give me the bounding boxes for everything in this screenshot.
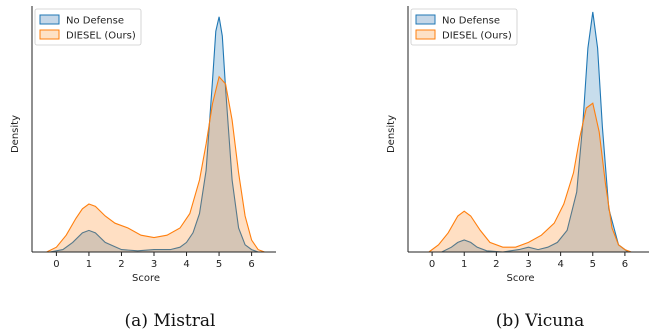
legend-label-no-defense: No Defense	[66, 16, 124, 27]
x-tick-label: 1	[86, 259, 92, 270]
x-axis-label: Score	[132, 273, 160, 284]
x-tick-label: 6	[248, 259, 254, 270]
x-tick-label: 5	[590, 259, 596, 270]
x-tick-label: 3	[525, 259, 531, 270]
panel-vicuna: 0 1 2 3 4 5 6 Score Density No Defense DIESEL (Our…	[386, 6, 649, 331]
series-area-no-defense	[441, 12, 629, 252]
y-axis-label: Density	[10, 115, 21, 153]
x-tick-label: 0	[53, 259, 59, 270]
x-tick-label: 6	[622, 259, 628, 270]
panel-caption: (a) Mistral	[125, 311, 216, 331]
legend-box	[34, 8, 142, 46]
legend-swatch-diesel	[39, 29, 60, 40]
x-tick-label: 0	[429, 259, 435, 270]
panel-caption: (b) Vicuna	[496, 311, 585, 331]
series-line-diesel	[46, 75, 265, 253]
series-area-diesel	[428, 103, 632, 252]
x-tick-label: 3	[151, 259, 157, 270]
x-tick-label: 2	[493, 259, 499, 270]
series-line-no-defense	[49, 16, 259, 253]
legend-swatch-no-defense	[415, 14, 436, 25]
x-tick-label: 2	[118, 259, 124, 270]
x-tick-label: 4	[557, 259, 563, 270]
x-axis-label: Score	[506, 273, 534, 284]
series-area-diesel	[46, 76, 265, 252]
series-area-no-defense	[49, 16, 259, 252]
panel-mistral: 0 1 2 3 4 5 6 Score Density No Defense DIESEL (Our…	[10, 6, 276, 331]
legend-swatch-no-defense	[39, 14, 60, 25]
series-line-diesel	[428, 102, 632, 253]
series-line-no-defense	[441, 11, 629, 253]
x-tick-label: 1	[461, 259, 467, 270]
y-axis-label: Density	[386, 115, 397, 153]
x-tick-label: 4	[183, 259, 189, 270]
legend-label-diesel: DIESEL (Ours)	[442, 31, 512, 42]
x-tick-label: 5	[216, 259, 222, 270]
legend-label-no-defense: No Defense	[442, 16, 500, 27]
legend-label-diesel: DIESEL (Ours)	[66, 31, 136, 42]
legend-box	[410, 8, 518, 46]
legend-swatch-diesel	[415, 29, 436, 40]
